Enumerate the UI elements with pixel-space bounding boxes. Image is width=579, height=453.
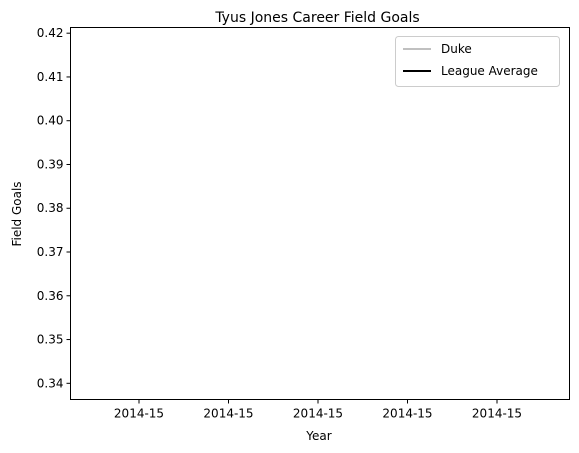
x-tick-label: 2014-15 [382,407,432,421]
x-axis: 2014-15 2014-15 2014-15 2014-15 2014-15 [114,399,522,421]
y-tick-label: 0.40 [37,114,64,128]
y-tick-label: 0.38 [37,201,64,215]
y-axis: 0.34 0.35 0.36 0.37 0.38 0.39 0.40 0.41 0.42 [37,26,71,390]
legend-label-league-average: League Average [441,64,538,78]
y-tick-label: 0.42 [37,26,64,40]
y-tick-label: 0.41 [37,70,64,84]
x-tick-label: 2014-15 [203,407,253,421]
legend-box [395,36,560,87]
plot-area [70,27,570,400]
y-tick-label: 0.34 [37,376,64,390]
x-tick-label: 2014-15 [472,407,522,421]
y-tick-label: 0.37 [37,245,64,259]
x-tick-label: 2014-15 [293,407,343,421]
legend-label-duke: Duke [441,42,472,56]
x-tick-label: 2014-15 [114,407,164,421]
y-tick-label: 0.39 [37,157,64,171]
legend: Duke League Average [395,36,560,87]
y-tick-label: 0.36 [37,289,64,303]
y-axis-label: Field Goals [10,181,24,246]
y-tick-label: 0.35 [37,333,64,347]
x-axis-label: Year [305,429,331,443]
chart-title: Tyus Jones Career Field Goals [214,10,419,26]
